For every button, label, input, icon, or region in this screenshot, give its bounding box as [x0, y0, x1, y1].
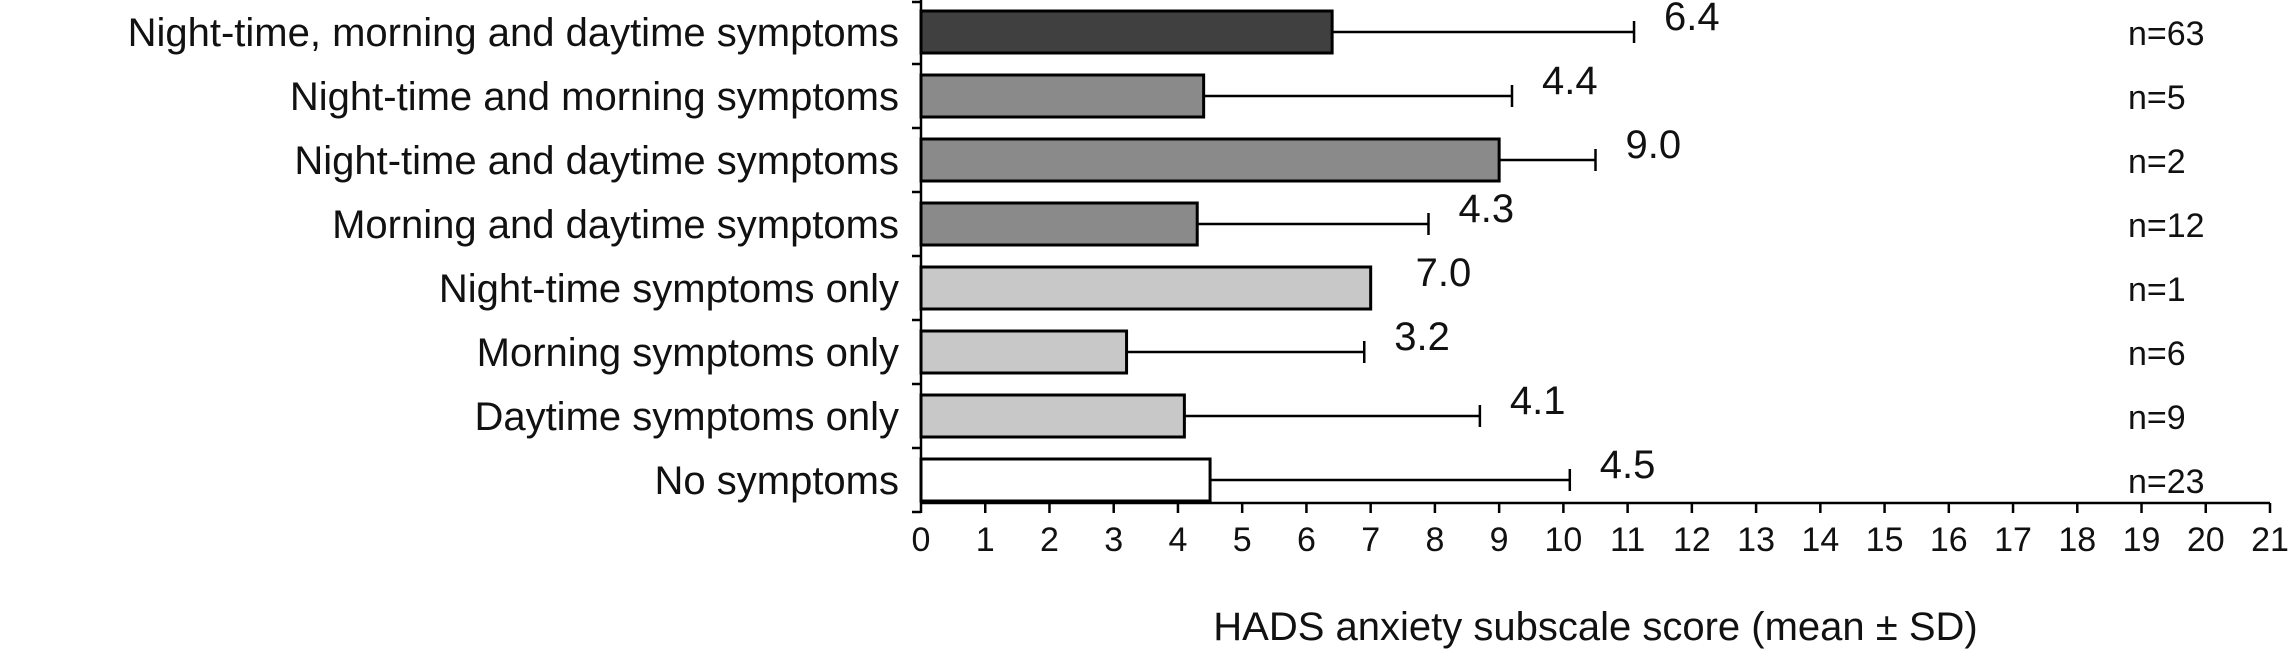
x-tick-label: 6 [1297, 521, 1316, 559]
x-tick-label: 17 [1994, 521, 2032, 559]
x-tick-label: 20 [2187, 521, 2225, 559]
category-label: Night-time, morning and daytime symptoms [128, 11, 899, 55]
x-tick-label: 7 [1361, 521, 1380, 559]
x-tick-label: 18 [2058, 521, 2096, 559]
n-label: n=63 [2128, 15, 2205, 53]
value-label: 6.4 [1664, 0, 1720, 39]
x-tick-label: 10 [1544, 521, 1582, 559]
labels-layer: 6.4 Night-time, morning and daytime sympt… [128, 0, 2205, 503]
category-label: Night-time and daytime symptoms [294, 139, 899, 183]
x-tick-label: 11 [1610, 521, 1645, 559]
x-tick-label: 8 [1425, 521, 1444, 559]
x-tick-label: 21 [2251, 521, 2289, 559]
n-label: n=12 [2128, 207, 2205, 245]
x-tick-label: 1 [976, 521, 995, 559]
bar [919, 73, 1206, 119]
n-label: n=1 [2128, 271, 2186, 309]
x-axis: 0 1 2 3 4 5 6 7 8 9 10 11 12 13 14 15 16 17 18 19 20 21 [912, 0, 2289, 559]
n-label: n=2 [2128, 143, 2186, 181]
category-label: Morning symptoms only [477, 331, 899, 375]
category-label: No symptoms [655, 459, 900, 503]
bar [919, 265, 1373, 311]
n-label: n=23 [2128, 463, 2205, 501]
x-tick-label: 15 [1866, 521, 1904, 559]
value-label: 3.2 [1394, 315, 1450, 359]
x-tick-label: 16 [1930, 521, 1968, 559]
x-tick-label: 5 [1233, 521, 1252, 559]
value-label: 7.0 [1416, 251, 1472, 295]
bar [919, 393, 1186, 439]
x-axis-title: HADS anxiety subscale score (mean ± SD) [1213, 605, 1977, 649]
n-label: n=5 [2128, 79, 2186, 117]
value-label: 4.4 [1542, 59, 1598, 103]
category-label: Morning and daytime symptoms [332, 203, 899, 247]
value-label: 9.0 [1626, 123, 1682, 167]
value-label: 4.3 [1458, 187, 1514, 231]
n-label: n=6 [2128, 335, 2186, 373]
category-label: Night-time and morning symptoms [290, 75, 899, 119]
category-label: Daytime symptoms only [474, 395, 899, 439]
x-tick-label: 2 [1040, 521, 1059, 559]
value-label: 4.5 [1600, 443, 1656, 487]
x-tick-label: 14 [1801, 521, 1839, 559]
bars-layer [919, 9, 1636, 503]
category-label: Night-time symptoms only [439, 267, 899, 311]
bar [919, 457, 1212, 503]
value-label: 4.1 [1510, 379, 1566, 423]
x-tick-label: 4 [1168, 521, 1187, 559]
x-tick-label: 3 [1104, 521, 1123, 559]
n-label: n=9 [2128, 399, 2186, 437]
bar [919, 329, 1129, 375]
x-tick-label: 13 [1737, 521, 1775, 559]
bar [919, 137, 1501, 183]
x-tick-label: 9 [1490, 521, 1509, 559]
x-tick-label: 0 [912, 521, 931, 559]
x-tick-label: 12 [1673, 521, 1711, 559]
bar [919, 9, 1334, 55]
x-tick-label: 19 [2123, 521, 2161, 559]
bar [919, 201, 1199, 247]
